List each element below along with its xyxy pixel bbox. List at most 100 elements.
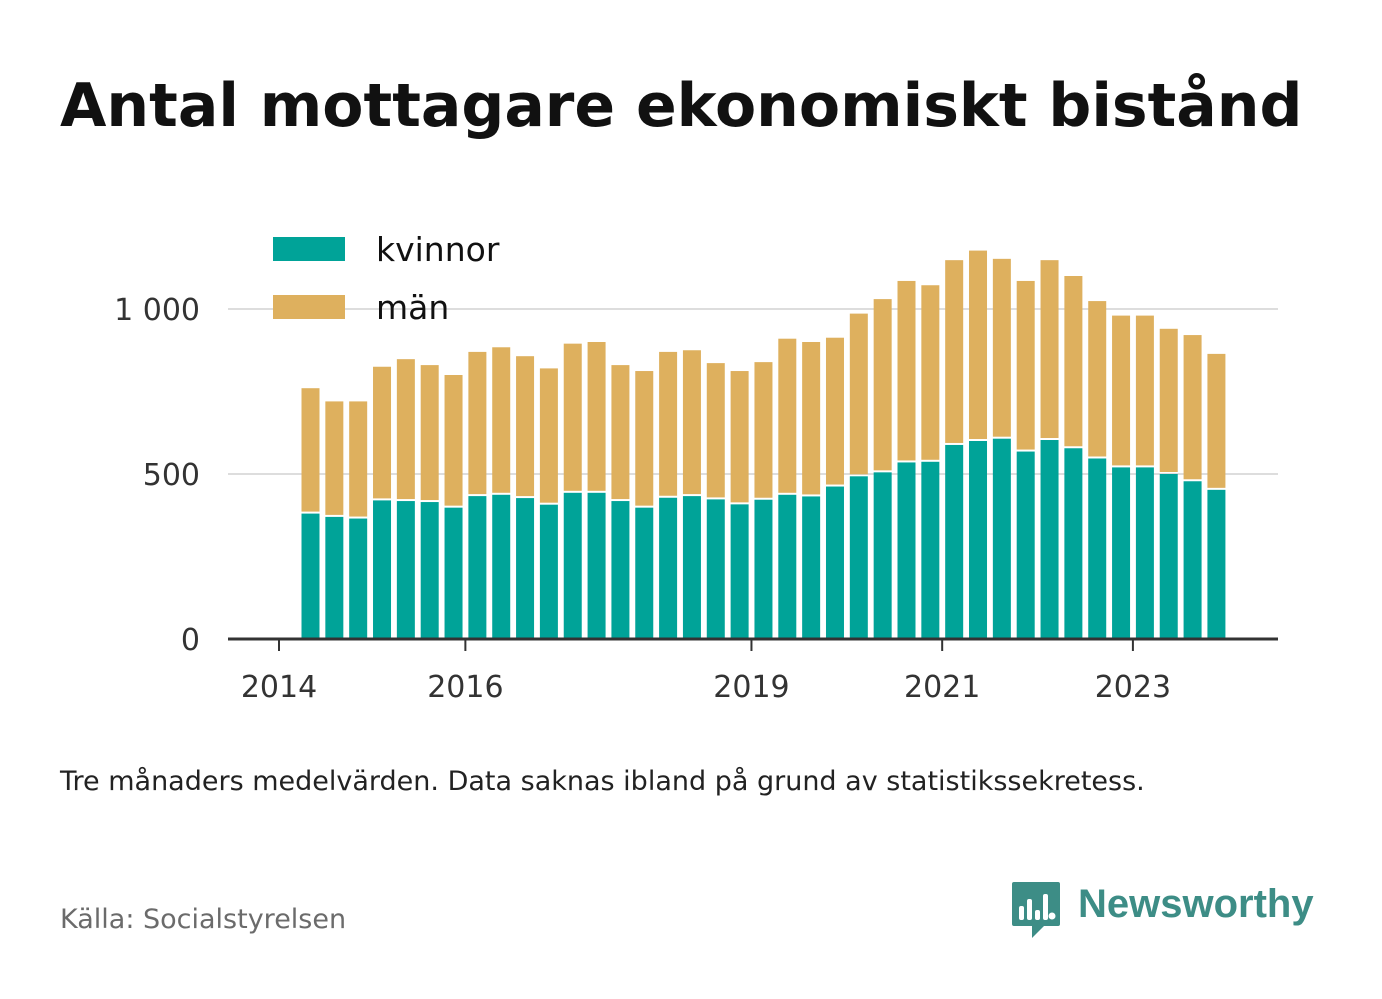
bar-man [1016,280,1035,450]
bar-man [420,365,439,501]
bar-man [754,362,773,498]
bar-stack [825,337,844,639]
legend: kvinnor män [273,230,500,327]
bar-kvinnor [825,486,844,639]
bar-stack [611,365,630,639]
bar-man [1088,301,1107,457]
bar-man [802,342,821,495]
bar-stack [897,280,916,639]
bar-man [1064,276,1083,447]
bar-man [492,347,511,493]
bar-man [825,337,844,485]
x-tick-label: 2014 [241,670,317,705]
bar-man [1207,353,1226,488]
bar-man [373,366,392,499]
bar-kvinnor [1207,489,1226,639]
bar-man [539,368,558,503]
bar-man [682,350,701,495]
bar-kvinnor [349,518,368,639]
bar-kvinnor [682,496,701,639]
bar-stack [682,350,701,639]
bar-man [849,313,868,475]
bar-man [945,260,964,443]
bar-stack [969,250,988,639]
bar-kvinnor [1183,481,1202,639]
bar-stack [1183,335,1202,639]
bar-stack [635,371,654,639]
bar-stack [659,351,678,639]
legend-label: män [376,288,449,327]
x-tick-label: 2016 [427,670,503,705]
bar-kvinnor [516,498,535,639]
bar-kvinnor [587,492,606,639]
bar-stack [873,299,892,639]
bar-stack [1088,301,1107,639]
bar-man [325,401,344,515]
bar-man [563,343,582,491]
bar-kvinnor [1135,467,1154,639]
bar-stack [921,285,940,639]
bar-kvinnor [325,516,344,639]
bar-kvinnor [849,476,868,639]
bar-man [1040,260,1059,439]
bar-stack [492,347,511,639]
y-tick-label: 0 [181,623,200,658]
bar-kvinnor [921,461,940,639]
bar-kvinnor [492,494,511,639]
bar-man [778,338,797,493]
bar-stack [1207,353,1226,639]
bar-stack [706,363,725,639]
bar-stack [778,338,797,639]
bar-stack [468,351,487,639]
y-axis-tick-labels: 0 500 1 000 [114,293,200,658]
bar-stack [730,371,749,639]
bar-man [921,285,940,460]
bar-kvinnor [754,499,773,639]
bar-kvinnor [992,438,1011,639]
bar-stack [301,388,320,639]
chart-note: Tre månaders medelvärden. Data saknas ib… [60,766,1145,797]
bar-kvinnor [635,507,654,639]
bar-stack [849,313,868,639]
brand-name: Newsworthy [1078,882,1314,926]
bar-stack [802,342,821,639]
legend-swatch-kvinnor [273,237,345,261]
bar-kvinnor [1040,440,1059,639]
bar-stack [1016,280,1035,639]
x-tick-label: 2023 [1095,670,1171,705]
bar-stack [992,258,1011,639]
bar-man [444,375,463,506]
bar-kvinnor [659,497,678,639]
bar-kvinnor [969,441,988,639]
bar-man [349,401,368,517]
bar-man [897,280,916,461]
bar-man [659,351,678,496]
x-tick-label: 2021 [904,670,980,705]
x-tick-label: 2019 [713,670,789,705]
bar-kvinnor [1112,467,1131,639]
bar-kvinnor [945,444,964,639]
bar-man [396,359,415,500]
bar-stack [349,401,368,639]
bar-kvinnor [396,501,415,639]
bar-man [1183,335,1202,480]
bar-kvinnor [1159,474,1178,639]
bar-stack [373,366,392,639]
bar-stack [945,260,964,639]
x-axis: 2014 2016 2019 2021 2023 [228,637,1278,705]
bar-kvinnor [873,472,892,639]
bar-kvinnor [1064,448,1083,639]
bar-stack [1135,315,1154,639]
bar-stack [1159,328,1178,639]
bar-kvinnor [1088,458,1107,639]
bar-man [635,371,654,506]
bar-kvinnor [706,499,725,639]
legend-label: kvinnor [376,230,500,269]
bar-stack [563,343,582,639]
bar-man [468,351,487,495]
bar-man [873,299,892,471]
bar-kvinnor [444,507,463,639]
bar-man [992,258,1011,437]
source-label: Källa: Socialstyrelsen [60,904,347,935]
bar-stack [1112,315,1131,639]
